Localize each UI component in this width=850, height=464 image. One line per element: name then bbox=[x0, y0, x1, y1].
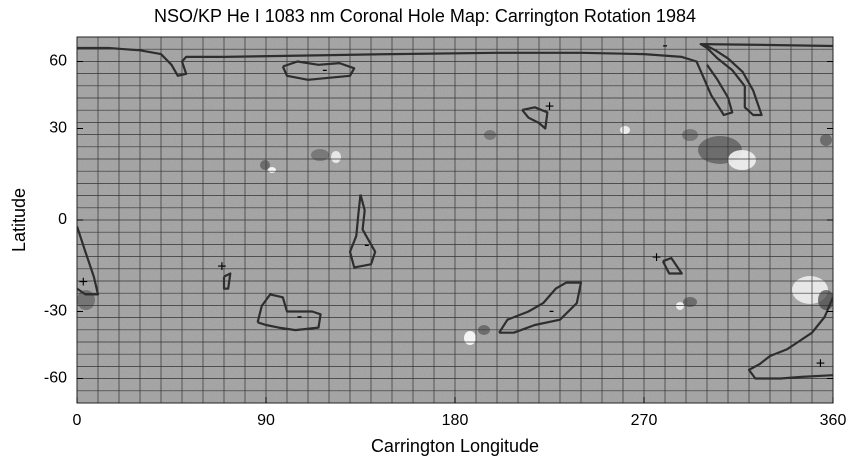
y-tick-label: 60 bbox=[49, 53, 67, 70]
y-axis-label: Latitude bbox=[9, 188, 29, 252]
x-tick-label: 180 bbox=[442, 412, 469, 429]
y-tick-label: 30 bbox=[49, 120, 67, 137]
x-tick-label: 0 bbox=[73, 412, 82, 429]
x-tick-label: 90 bbox=[257, 412, 275, 429]
x-tick-label: 360 bbox=[820, 412, 847, 429]
polarity-mark: - bbox=[297, 308, 302, 325]
y-tick-label: 0 bbox=[58, 211, 67, 228]
polarity-mark: + bbox=[545, 99, 554, 116]
polarity-mark: + bbox=[217, 259, 226, 276]
polarity-mark: - bbox=[322, 61, 327, 78]
polarity-mark: + bbox=[79, 274, 88, 291]
chart-title: NSO/KP He I 1083 nm Coronal Hole Map: Ca… bbox=[154, 6, 696, 26]
y-tick-label: -60 bbox=[44, 370, 67, 387]
x-axis-label: Carrington Longitude bbox=[371, 436, 539, 456]
y-tick-label: -30 bbox=[44, 303, 67, 320]
polarity-mark: - bbox=[549, 303, 554, 320]
polarity-mark: - bbox=[364, 237, 369, 254]
polarity-mark: + bbox=[652, 249, 661, 266]
polarity-mark: + bbox=[816, 355, 825, 372]
polarity-mark: - bbox=[662, 37, 667, 54]
x-tick-label: 270 bbox=[631, 412, 658, 429]
chart: NSO/KP He I 1083 nm Coronal Hole Map: Ca… bbox=[0, 0, 850, 459]
